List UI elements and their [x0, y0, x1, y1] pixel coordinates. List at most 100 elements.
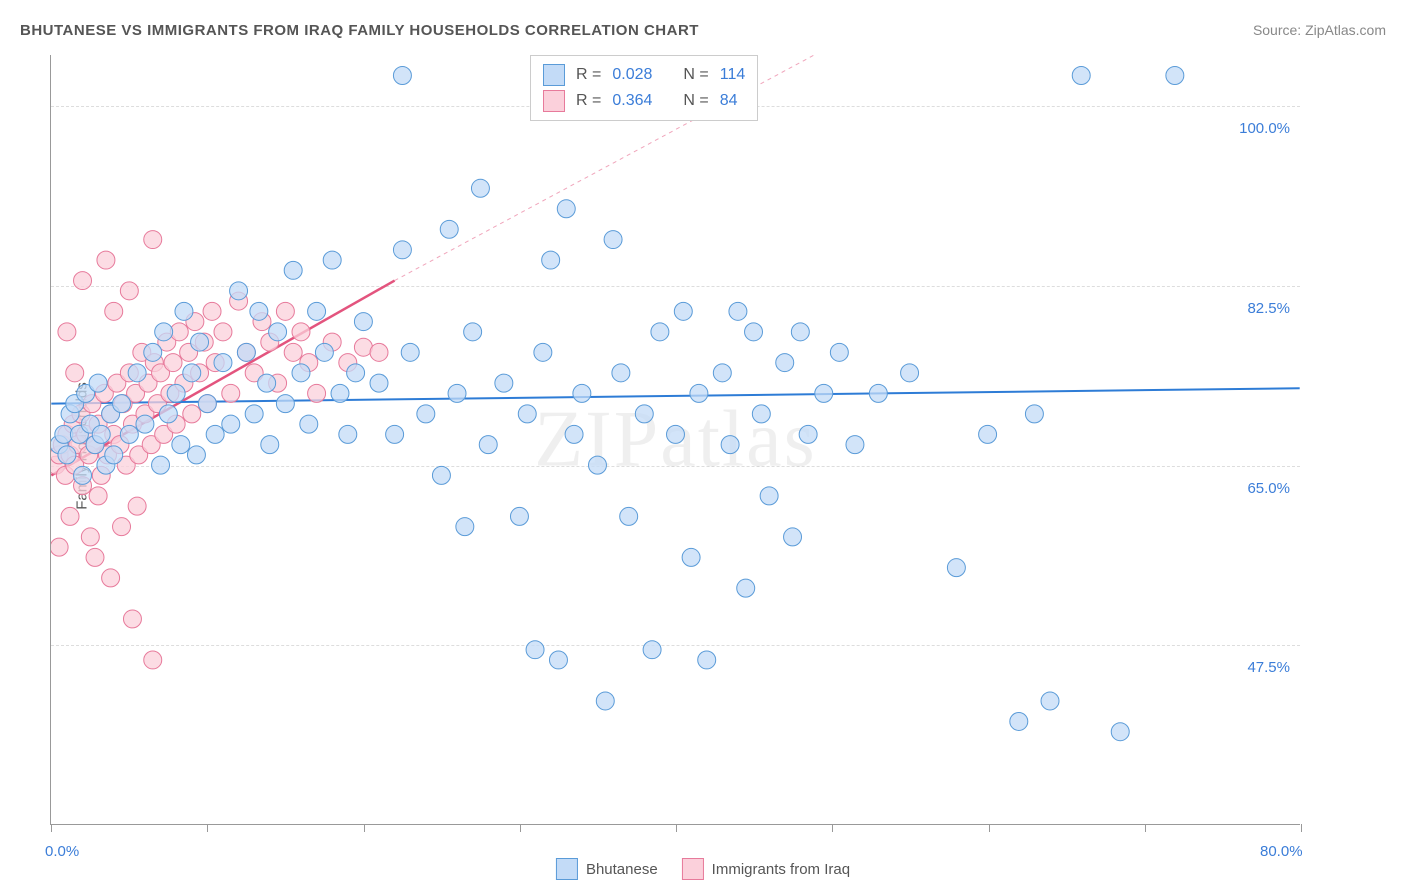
scatter-point	[448, 384, 466, 402]
scatter-point	[105, 302, 123, 320]
scatter-point	[1025, 405, 1043, 423]
scatter-point	[869, 384, 887, 402]
scatter-point	[393, 241, 411, 259]
swatch-iraq	[682, 858, 704, 880]
scatter-point	[136, 415, 154, 433]
scatter-point	[152, 456, 170, 474]
r-value-bhutanese: 0.028	[612, 66, 652, 84]
swatch-bhutanese	[543, 64, 565, 86]
scatter-point	[120, 282, 138, 300]
scatter-point	[159, 405, 177, 423]
x-tick-label: 80.0%	[1260, 843, 1303, 860]
scatter-point	[690, 384, 708, 402]
scatter-point	[401, 343, 419, 361]
legend-label-iraq: Immigrants from Iraq	[712, 861, 850, 878]
source-label: Source:	[1253, 22, 1305, 38]
scatter-point	[74, 272, 92, 290]
scatter-point	[222, 415, 240, 433]
source-attribution: Source: ZipAtlas.com	[1253, 22, 1386, 38]
scatter-point	[815, 384, 833, 402]
scatter-point	[51, 538, 68, 556]
scatter-point	[58, 446, 76, 464]
scatter-point	[144, 343, 162, 361]
n-value-bhutanese: 114	[720, 66, 746, 84]
scatter-point	[643, 641, 661, 659]
scatter-point	[549, 651, 567, 669]
chart-title: BHUTANESE VS IMMIGRANTS FROM IRAQ FAMILY…	[20, 22, 699, 39]
scatter-point	[81, 528, 99, 546]
scatter-point	[830, 343, 848, 361]
scatter-point	[354, 313, 372, 331]
scatter-point	[1010, 712, 1028, 730]
scatter-point	[518, 405, 536, 423]
scatter-point	[393, 67, 411, 85]
legend-item-bhutanese: Bhutanese	[556, 858, 658, 880]
scatter-point	[721, 436, 739, 454]
scatter-point	[674, 302, 692, 320]
scatter-point	[144, 651, 162, 669]
scatter-point	[86, 548, 104, 566]
scatter-point	[737, 579, 755, 597]
scatter-point	[612, 364, 630, 382]
legend-label-bhutanese: Bhutanese	[586, 861, 658, 878]
scatter-point	[128, 364, 146, 382]
scatter-point	[979, 425, 997, 443]
scatter-point	[105, 446, 123, 464]
scatter-point	[432, 466, 450, 484]
scatter-point	[713, 364, 731, 382]
scatter-point	[784, 528, 802, 546]
scatter-point	[776, 354, 794, 372]
scatter-point	[565, 425, 583, 443]
scatter-point	[347, 364, 365, 382]
scatter-point	[128, 497, 146, 515]
scatter-point	[269, 323, 287, 341]
scatter-point	[510, 507, 528, 525]
series-legend: Bhutanese Immigrants from Iraq	[556, 858, 850, 880]
x-tick	[989, 824, 990, 832]
scatter-point	[667, 425, 685, 443]
scatter-point	[58, 323, 76, 341]
n-value-iraq: 84	[720, 92, 738, 110]
scatter-point	[66, 364, 84, 382]
scatter-point	[230, 282, 248, 300]
scatter-point	[191, 333, 209, 351]
scatter-point	[237, 343, 255, 361]
scatter-point	[588, 456, 606, 474]
scatter-point	[323, 251, 341, 269]
scatter-point	[464, 323, 482, 341]
scatter-point	[74, 466, 92, 484]
scatter-point	[183, 405, 201, 423]
scatter-point	[729, 302, 747, 320]
scatter-point	[164, 354, 182, 372]
x-tick	[520, 824, 521, 832]
scatter-point	[183, 364, 201, 382]
scatter-point	[846, 436, 864, 454]
scatter-point	[1041, 692, 1059, 710]
scatter-point	[222, 384, 240, 402]
scatter-point	[386, 425, 404, 443]
scatter-point	[258, 374, 276, 392]
scatter-point	[799, 425, 817, 443]
source-name: ZipAtlas.com	[1305, 22, 1386, 38]
scatter-point	[92, 425, 110, 443]
n-label: N =	[683, 92, 708, 110]
scatter-point	[440, 220, 458, 238]
scatter-point	[284, 343, 302, 361]
scatter-point	[760, 487, 778, 505]
scatter-point	[144, 231, 162, 249]
scatter-point	[752, 405, 770, 423]
scatter-point	[172, 436, 190, 454]
scatter-point	[113, 518, 131, 536]
scatter-point	[102, 569, 120, 587]
scatter-point	[214, 323, 232, 341]
x-tick	[1301, 824, 1302, 832]
r-label: R =	[576, 66, 601, 84]
scatter-point	[61, 507, 79, 525]
scatter-point	[292, 323, 310, 341]
scatter-point	[187, 446, 205, 464]
scatter-point	[479, 436, 497, 454]
scatter-point	[596, 692, 614, 710]
scatter-point	[89, 487, 107, 505]
plot-area: ZIPatlas 47.5%65.0%82.5%100.0%	[50, 55, 1300, 825]
x-tick	[1145, 824, 1146, 832]
